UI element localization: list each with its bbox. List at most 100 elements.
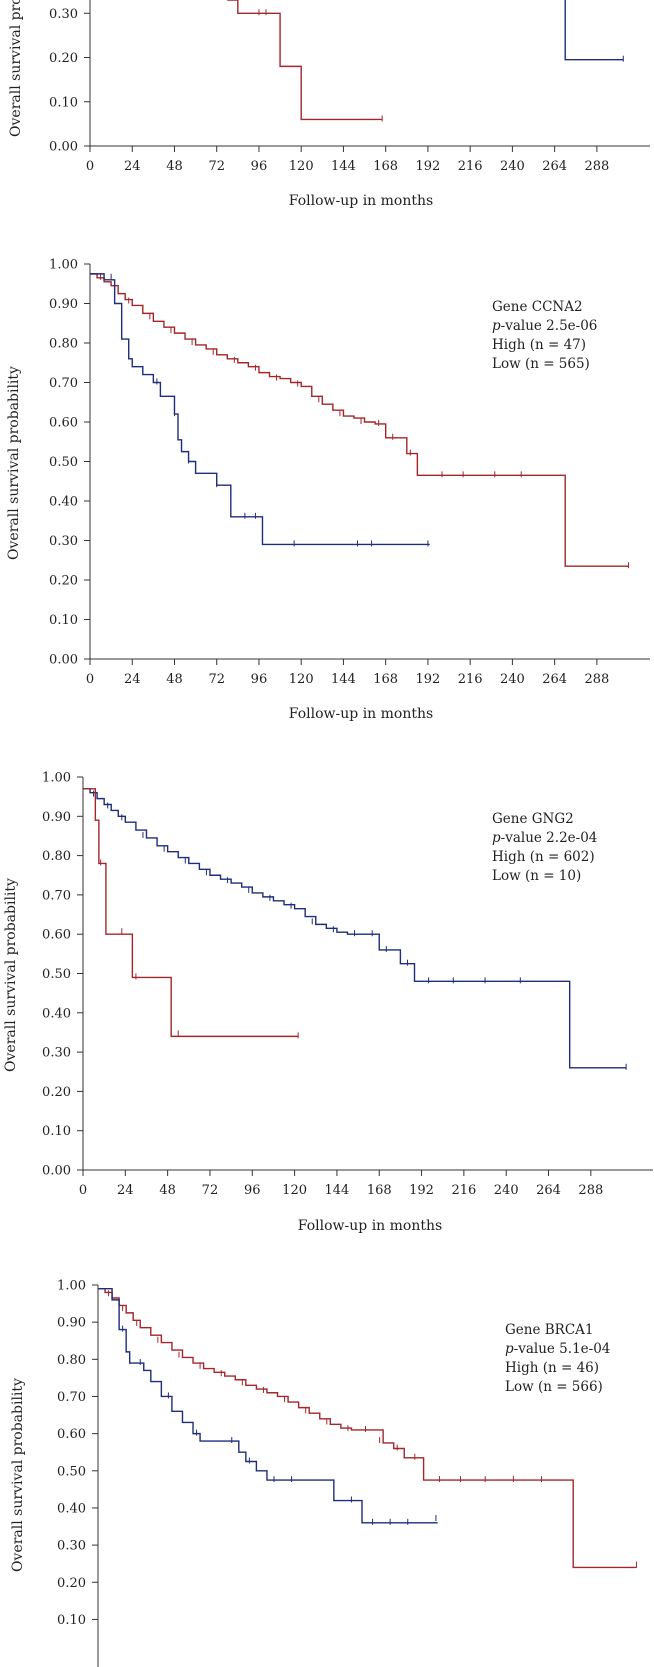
x-tick-label: 24 <box>124 672 141 687</box>
legend-pvalue-gng2: p-value 2.2e-04 <box>492 830 597 846</box>
y-tick-label: 0.80 <box>42 849 71 864</box>
panel-brca1-curves <box>98 1288 638 1569</box>
legend-pvalue-ccna2: p-value 2.5e-06 <box>492 318 597 334</box>
panel-ccna2: Overall survival probability 0.00 0.10 0.2… <box>6 258 650 722</box>
x-tick-label: 192 <box>409 1183 434 1198</box>
x-tick-label: 168 <box>367 1183 392 1198</box>
y-tick-label: 0.10 <box>49 613 78 628</box>
panel-brca1-y-axis-title: Overall survival probability <box>10 1378 26 1572</box>
y-tick-label: 0.00 <box>42 1164 71 1179</box>
x-tick-label: 0 <box>86 159 94 174</box>
legend-low-ccna2: Low (n = 565) <box>492 356 590 372</box>
y-tick-label: 0.00 <box>49 140 78 155</box>
legend-gene-brca1: Gene BRCA1 <box>505 1322 594 1338</box>
x-tick-label: 48 <box>166 672 183 687</box>
x-tick-label: 240 <box>494 1183 519 1198</box>
survival-curve-0-0 <box>227 0 383 121</box>
legend-gene-gng2: Gene GNG2 <box>492 811 574 827</box>
x-tick-label: 96 <box>251 159 268 174</box>
x-tick-label: 192 <box>416 159 441 174</box>
panel-gng2-curves <box>83 788 627 1070</box>
x-tick-label: 288 <box>578 1183 603 1198</box>
survival-curve-0-1 <box>564 0 624 61</box>
y-tick-label: 1.00 <box>42 771 71 786</box>
y-tick-label: 0.20 <box>49 574 78 589</box>
panel-top-y-ticks: 0.00 0.10 0.20 0.30 <box>49 7 90 155</box>
survival-curve-3-0 <box>98 1288 637 1569</box>
y-tick-label: 0.80 <box>57 1353 86 1368</box>
x-tick-label: 120 <box>289 159 314 174</box>
panel-ccna2-y-ticks: 0.00 0.10 0.20 0.30 0.40 0.50 0.60 0.70 0.80 0.90… <box>49 258 90 668</box>
x-tick-label: 144 <box>325 1183 350 1198</box>
panel-brca1: Overall survival probability 0.10 0.20 0.3… <box>10 1279 638 1667</box>
panel-top-curves <box>227 0 624 122</box>
y-tick-label: 0.90 <box>42 810 71 825</box>
x-tick-label: 120 <box>289 672 314 687</box>
panel-brca1-y-ticks: 0.10 0.20 0.30 0.40 0.50 0.60 0.70 0.80 0.90 1.00 <box>57 1279 98 1628</box>
x-tick-label: 48 <box>159 1183 176 1198</box>
legend-high-ccna2: High (n = 47) <box>492 337 586 353</box>
y-tick-label: 0.90 <box>49 297 78 312</box>
x-tick-label: 240 <box>500 159 525 174</box>
y-tick-label: 0.20 <box>49 51 78 66</box>
x-tick-label: 168 <box>373 159 398 174</box>
x-tick-label: 216 <box>451 1183 476 1198</box>
y-tick-label: 1.00 <box>57 1279 86 1294</box>
x-tick-label: 0 <box>86 672 94 687</box>
x-tick-label: 288 <box>584 672 609 687</box>
survival-curve-1-0 <box>90 273 629 567</box>
x-tick-label: 24 <box>117 1183 134 1198</box>
y-tick-label: 0.20 <box>42 1085 71 1100</box>
legend-pvalue-brca1: p-value 5.1e-04 <box>505 1341 610 1357</box>
survival-curve-2-0 <box>83 788 627 1069</box>
x-tick-label: 72 <box>208 672 225 687</box>
panel-top-partial: Overall survival probability 0.00 0.10 0.2… <box>8 0 650 209</box>
y-tick-label: 0.50 <box>57 1464 86 1479</box>
x-tick-label: 48 <box>166 159 183 174</box>
x-tick-label: 264 <box>542 159 567 174</box>
x-tick-label: 96 <box>244 1183 261 1198</box>
y-tick-label: 0.60 <box>42 928 71 943</box>
x-tick-label: 192 <box>416 672 441 687</box>
y-tick-label: 0.70 <box>49 376 78 391</box>
y-tick-label: 0.10 <box>57 1613 86 1628</box>
y-tick-label: 0.50 <box>49 455 78 470</box>
x-tick-label: 144 <box>331 159 356 174</box>
legend-high-gng2: High (n = 602) <box>492 849 595 865</box>
panel-gng2-x-axis-title: Follow-up in months <box>298 1218 442 1234</box>
y-tick-label: 0.60 <box>49 416 78 431</box>
y-tick-label: 0.60 <box>57 1427 86 1442</box>
y-tick-label: 0.90 <box>57 1316 86 1331</box>
panel-gng2-y-axis-title: Overall survival probability <box>3 878 19 1072</box>
y-tick-label: 0.70 <box>57 1390 86 1405</box>
y-tick-label: 0.30 <box>42 1046 71 1061</box>
panel-brca1-legend: Gene BRCA1 p-value 5.1e-04 High (n = 46)… <box>505 1322 610 1395</box>
y-tick-label: 0.70 <box>42 888 71 903</box>
panel-top-x-ticks: 0 24 48 72 96 120 144 168 192 216 240 264 288 <box>86 146 609 174</box>
x-tick-label: 216 <box>458 159 483 174</box>
legend-low-brca1: Low (n = 566) <box>505 1379 603 1395</box>
y-tick-label: 0.30 <box>49 7 78 22</box>
y-tick-label: 1.00 <box>49 258 78 273</box>
x-tick-label: 264 <box>536 1183 561 1198</box>
x-tick-label: 216 <box>458 672 483 687</box>
panel-gng2-x-ticks: 0 24 48 72 96 120 144 168 192 216 240 264 288 <box>79 1170 603 1198</box>
y-tick-label: 0.10 <box>42 1124 71 1139</box>
panel-top-y-axis-title: Overall survival probability <box>8 0 24 137</box>
y-tick-label: 0.30 <box>57 1539 86 1554</box>
y-tick-label: 0.40 <box>49 495 78 510</box>
y-tick-label: 0.40 <box>57 1501 86 1516</box>
y-tick-label: 0.80 <box>49 337 78 352</box>
panel-ccna2-x-ticks: 0 24 48 72 96 120 144 168 192 216 240 264 288 <box>86 659 609 687</box>
panel-gng2: Overall survival probability 0.00 0.10 0.2… <box>3 771 653 1234</box>
panel-ccna2-y-axis-title: Overall survival probability <box>6 366 22 560</box>
x-tick-label: 72 <box>208 159 225 174</box>
y-tick-label: 0.00 <box>49 653 78 668</box>
legend-low-gng2: Low (n = 10) <box>492 868 581 884</box>
x-tick-label: 288 <box>584 159 609 174</box>
x-tick-label: 24 <box>124 159 141 174</box>
panel-gng2-y-ticks: 0.00 0.10 0.20 0.30 0.40 0.50 0.60 0.70 0.80 0.90… <box>42 771 83 1179</box>
survival-curve-2-1 <box>83 788 299 1038</box>
x-tick-label: 168 <box>373 672 398 687</box>
